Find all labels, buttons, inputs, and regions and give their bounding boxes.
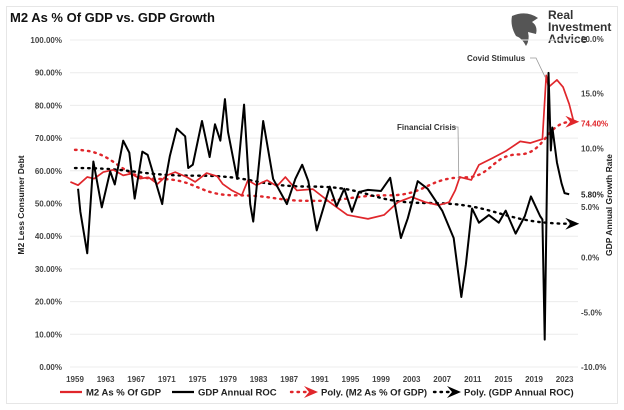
trendline-poly-m2-as-of-gdp [73,115,580,203]
x-tick-label: 1963 [97,375,115,384]
legend: M2 As % Of GDP GDP Annual ROC Poly. (M2 As… [60,386,574,399]
x-tick-label: 1991 [311,375,329,384]
annotation-covid-stimulus: Covid Stimulus [467,54,526,63]
legend-label: M2 As % Of GDP [86,388,162,399]
left-axis-label: M2 Less Consumer Debt [16,155,26,254]
y-tick-label: 20.00% [35,298,62,307]
y2-tick-label: 15.0% [581,90,604,99]
annotation-financial-crisis: Financial Crisis [397,123,457,132]
end-value-label: 74.40% [581,120,608,129]
x-tick-label: 1995 [342,375,360,384]
y-tick-label: 0.00% [39,363,62,372]
x-tick-label: 2003 [403,375,421,384]
logo-line-2: Investment [548,20,611,34]
y-tick-label: 80.00% [35,101,62,110]
logo-line-1: Real [548,8,573,22]
y-tick-label: 30.00% [35,265,62,274]
y2-tick-label: -5.0% [581,308,602,317]
y2-tick-label: 5.0% [581,203,599,212]
y2-tick-label: 10.0% [581,144,604,153]
y-tick-label: 70.00% [35,134,62,143]
y2-tick-label: 0.0% [581,254,599,263]
series-line-m2-as-of-gdp [70,74,575,220]
legend-label: GDP Annual ROC [198,388,277,399]
legend-label: Poly. (GDP Annual ROC) [464,388,574,399]
right-axis-label: GDP Annual Growth Rate [604,154,614,256]
x-tick-label: 1987 [280,375,298,384]
y-tick-label: 40.00% [35,232,62,241]
x-tick-label: 2015 [495,375,513,384]
chart-title: M2 As % Of GDP vs. GDP Growth [10,10,215,25]
series-line-gdp-annual-roc [77,71,570,341]
trendline-poly-gdp-annual-roc [73,166,580,230]
end-value-label: 5.80% [581,190,604,199]
y-tick-label: 100.00% [30,36,62,45]
legend-item: Poly. (M2 As % Of GDP) [289,386,427,399]
right-axis-ticks: -10.0% -5.0% 0.0% 5.0% 10.0% 15.0% 20.0% [581,35,606,372]
x-tick-label: 2023 [556,375,574,384]
y-tick-label: 90.00% [35,69,62,78]
y2-tick-label: 20.0% [581,35,604,44]
legend-item: M2 As % Of GDP [60,388,162,399]
legend-item: Poly. (GDP Annual ROC) [432,386,574,399]
x-tick-label: 1975 [189,375,207,384]
gridlines [70,39,578,368]
x-tick-label: 1983 [250,375,268,384]
x-tick-label: 1979 [219,375,237,384]
x-tick-label: 1959 [66,375,84,384]
left-axis-ticks: 0.00% 10.00% 20.00% 30.00% 40.00% 50.00% 60.00… [30,36,62,372]
x-tick-label: 2011 [464,375,482,384]
logo: Real Investment Advice [511,8,611,46]
x-tick-label: 2019 [525,375,543,384]
legend-label: Poly. (M2 As % Of GDP) [321,388,427,399]
legend-item: GDP Annual ROC [172,388,277,399]
x-axis-ticks: 1959 1963 1967 1971 1975 1979 1983 1987 1991 1995… [66,375,574,384]
annotation-leader-line [453,126,460,180]
y2-tick-label: -10.0% [581,363,606,372]
x-tick-label: 1999 [372,375,390,384]
x-tick-label: 2007 [433,375,451,384]
x-tick-label: 1967 [127,375,145,384]
y-tick-label: 50.00% [35,200,62,209]
logo-line-3: Advice [548,32,588,46]
eagle-logo-icon [511,13,538,46]
y-tick-label: 10.00% [35,330,62,339]
x-tick-label: 1971 [158,375,176,384]
annotation-leader-line [530,57,546,78]
y-tick-label: 60.00% [35,167,62,176]
